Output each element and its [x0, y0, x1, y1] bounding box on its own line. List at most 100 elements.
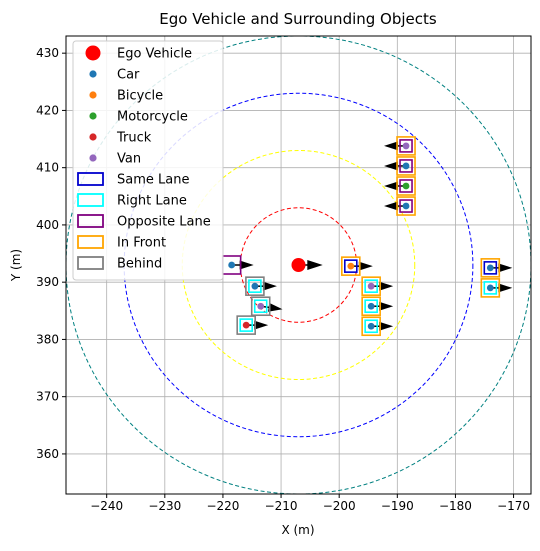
y-tick-label: 380 — [36, 332, 59, 346]
object-box — [361, 276, 381, 296]
ego-vehicle-marker — [291, 258, 306, 272]
y-tick-label: 410 — [36, 161, 59, 175]
legend-label: Motorcycle — [117, 110, 188, 125]
legend-frame — [72, 40, 224, 281]
object-box — [483, 261, 498, 275]
object-box — [396, 136, 416, 156]
object-point — [367, 302, 375, 310]
object-point — [242, 321, 250, 329]
object-point — [367, 282, 375, 290]
legend-label: Opposite Lane — [117, 215, 211, 230]
legend-label: Truck — [116, 131, 152, 146]
x-tick-label: −170 — [497, 499, 530, 513]
y-tick-label: 430 — [36, 46, 59, 60]
object-point — [251, 282, 259, 290]
legend-class-marker — [89, 70, 97, 78]
legend-class-marker — [89, 91, 97, 99]
legend-class-marker — [89, 112, 97, 120]
range-ring — [181, 150, 416, 380]
object-point — [367, 322, 375, 330]
object-point — [228, 261, 236, 269]
object-box — [480, 278, 501, 298]
heading-arrow-head — [239, 260, 254, 270]
legend-ego-marker — [85, 45, 101, 61]
heading-arrow-head — [379, 301, 394, 311]
object-point — [486, 264, 494, 272]
object-box — [399, 199, 413, 213]
object-box — [399, 159, 413, 173]
y-tick-label: 390 — [36, 275, 59, 289]
legend-label: Same Lane — [117, 173, 189, 188]
object-box — [364, 299, 378, 314]
object-point — [257, 302, 265, 310]
object-box — [361, 316, 381, 337]
legend-label: Van — [117, 152, 141, 167]
x-tick-label: −240 — [90, 499, 123, 513]
object-box — [361, 296, 381, 317]
object-point — [486, 284, 494, 292]
heading-arrow-head — [384, 141, 399, 151]
legend-box-swatch — [77, 172, 104, 186]
legend-label: Right Lane — [117, 194, 187, 209]
object-point — [347, 262, 355, 270]
y-tick-label: 400 — [36, 218, 59, 232]
legend-box-swatch — [77, 256, 104, 270]
heading-arrow-head — [498, 263, 513, 273]
object-box — [253, 299, 268, 314]
heading-arrow-head — [268, 302, 283, 312]
legend: Ego Vehicle Car Bicycle Motorcycle Truck Van S… — [72, 40, 224, 281]
legend-box-swatch — [77, 193, 104, 207]
heading-arrow-head — [254, 320, 269, 330]
x-tick-label: −210 — [265, 499, 298, 513]
plot-frame — [65, 35, 532, 495]
chart-title: Ego Vehicle and Surrounding Objects — [159, 10, 437, 28]
heading-arrow-head — [384, 181, 399, 191]
x-tick-label: −190 — [381, 499, 414, 513]
object-point — [402, 162, 410, 170]
object-box — [396, 196, 416, 216]
y-tick-label: 370 — [36, 390, 59, 404]
x-axis-label: X (m) — [281, 523, 314, 537]
x-tick-label: −220 — [206, 499, 239, 513]
legend-label: Behind — [117, 257, 162, 272]
object-box — [364, 319, 378, 334]
object-box — [250, 296, 271, 317]
y-tick-label: 360 — [36, 447, 59, 461]
object-box — [399, 179, 413, 193]
object-box — [344, 259, 358, 273]
x-tick-label: −200 — [323, 499, 356, 513]
heading-arrow-head — [379, 281, 394, 291]
heading-arrow-head — [379, 321, 394, 331]
heading-arrow-head — [498, 283, 513, 293]
legend-label: In Front — [117, 236, 166, 251]
heading-arrow-head — [358, 261, 373, 271]
object-box — [480, 258, 501, 278]
legend-box-swatch — [77, 214, 104, 228]
legend-class-marker — [89, 133, 97, 141]
legend-class-marker — [89, 154, 97, 162]
object-point — [402, 182, 410, 190]
heading-arrow-head — [384, 201, 399, 211]
object-point — [402, 142, 410, 150]
legend-label: Ego Vehicle — [117, 47, 192, 62]
object-box — [239, 318, 253, 332]
object-box — [236, 315, 256, 335]
object-box — [364, 279, 378, 293]
object-layer — [221, 136, 513, 337]
x-tick-label: −180 — [439, 499, 472, 513]
object-box — [483, 281, 498, 295]
object-box — [341, 256, 361, 276]
object-box — [245, 276, 265, 296]
legend-box-swatch — [77, 235, 104, 249]
object-box — [396, 156, 416, 176]
heading-arrow-head — [384, 161, 399, 171]
y-axis-label: Y (m) — [9, 249, 23, 282]
y-tick-label: 420 — [36, 103, 59, 117]
object-box — [396, 176, 416, 196]
legend-label: Bicycle — [117, 89, 163, 104]
object-box — [248, 279, 262, 293]
x-tick-label: −230 — [148, 499, 181, 513]
ego-heading-arrow-head — [307, 260, 323, 270]
